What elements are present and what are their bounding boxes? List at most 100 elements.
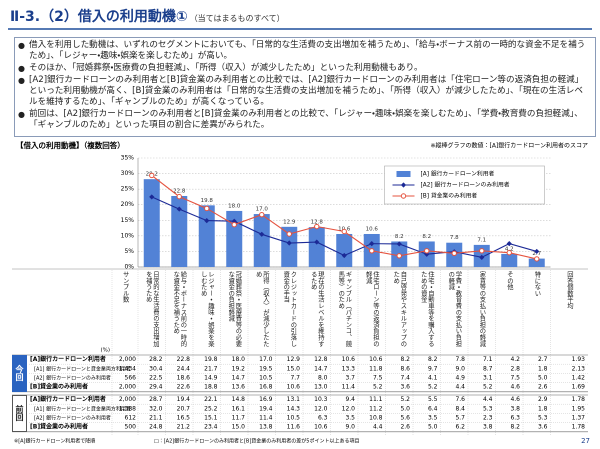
- table-value: 12.8: [314, 356, 328, 363]
- sample-size: 1,388: [119, 405, 136, 412]
- legend-label: [A2] 銀行カードローンのみ利用者: [421, 181, 510, 189]
- column-header: ギャンブル（パチンコ、競馬等）のため: [331, 271, 359, 351]
- bar-value-label: 8.2: [395, 234, 404, 240]
- table-value: 5.2: [483, 384, 493, 391]
- table-value: 11.4: [259, 415, 273, 422]
- table-value: 10.3: [314, 396, 328, 403]
- table-value: 16.9: [259, 396, 273, 403]
- line-marker: [506, 241, 512, 247]
- table-value: 2.6: [538, 384, 548, 391]
- table-value: 11.7: [232, 415, 246, 422]
- table-value: 20.7: [177, 405, 191, 412]
- column-header-text: 回答個数平均: [565, 271, 573, 309]
- row-label: [A2] 銀行カードローンのみ利用者: [34, 375, 111, 382]
- column-header: その他: [496, 271, 524, 351]
- table-value: 2.8: [510, 365, 520, 372]
- table-value: 24.8: [149, 424, 163, 431]
- column-header: 所得（収入）が減少したため: [248, 271, 276, 351]
- bullet: そのほか、「冠婚葬祭・医療費の負担軽減」、「所得（収入）が減少したため」といった…: [18, 63, 587, 74]
- table-value: 28.2: [149, 356, 163, 363]
- table-value: 10.8: [369, 415, 383, 422]
- column-header: 家賃等の支払い負担の軽減: [468, 271, 496, 351]
- table-value: 4.4: [483, 396, 493, 403]
- table-value: 10.6: [287, 384, 301, 391]
- y-tick-label: 20%: [121, 201, 135, 208]
- title: Ⅱ-3.（2）借入の利用動機①: [10, 9, 188, 25]
- line-marker: [176, 206, 182, 212]
- bar: [198, 205, 215, 267]
- table-value: 13.0: [314, 384, 328, 391]
- line-marker: [451, 250, 457, 256]
- table-value: 19.2: [232, 365, 246, 372]
- y-tick-label: 35%: [121, 155, 135, 162]
- table-value: 15.1: [204, 415, 218, 422]
- table-value: 7.4: [400, 375, 410, 382]
- line-marker: [534, 248, 540, 255]
- line-marker: [341, 228, 347, 235]
- bar-value-label: 18.0: [228, 203, 241, 209]
- table-value: 21.2: [177, 424, 191, 431]
- line-marker: [176, 193, 182, 200]
- table-value: 5.2: [400, 396, 410, 403]
- column-header: 住宅・自動車等を購入するための資金: [413, 271, 441, 351]
- column-header-text: 住宅・自動車等を購入するための資金: [419, 271, 434, 347]
- bar: [281, 226, 298, 267]
- column-header-text: 冠婚葬祭・医療費等の必要な資金の負担軽減: [227, 271, 242, 347]
- bar-value-label: 7.8: [450, 235, 459, 241]
- sample-size: 1,434: [119, 365, 136, 372]
- sample-size: 500: [125, 424, 137, 431]
- line-marker: [204, 217, 210, 224]
- table-value: 11.4: [342, 384, 356, 391]
- row-label: [B]貸金業のみ利用者: [30, 383, 88, 391]
- table-value: 18.0: [232, 356, 246, 363]
- average-value: 1.95: [572, 405, 586, 412]
- table-value: 19.4: [177, 396, 191, 403]
- table-value: 5.0: [400, 405, 410, 412]
- line-marker: [314, 239, 320, 245]
- table-value: 6.4: [428, 405, 438, 412]
- bar-value-label: 12.8: [311, 220, 324, 226]
- line-marker: [396, 241, 402, 247]
- column-header: レジャー・趣味・娯楽を楽しむため: [193, 271, 221, 351]
- column-header-text: 住宅ローン等の返済負担の軽減: [364, 271, 379, 347]
- line-marker: [506, 249, 512, 256]
- bar: [528, 258, 545, 267]
- table-value: 16.5: [177, 415, 191, 422]
- line-marker: [259, 211, 265, 218]
- average-value: 1.69: [572, 384, 586, 391]
- y-tick-label: 30%: [121, 170, 135, 177]
- table-value: 10.5: [287, 415, 301, 422]
- legend-label: [B] 貸金業のみ利用者: [421, 192, 478, 200]
- subtitle: （当てはまるものすべて）: [189, 14, 285, 23]
- line-marker: [479, 254, 485, 260]
- column-header: 自己啓発やスキルアップのため: [386, 271, 414, 351]
- column-header-text: 学費・教育費の支払い負担の軽減: [447, 271, 462, 347]
- table-value: 5.5: [428, 396, 438, 403]
- table-value: 4.2: [510, 356, 520, 363]
- table-value: 11.8: [369, 365, 383, 372]
- table-value: 5.0: [538, 375, 548, 382]
- table-value: 6.3: [318, 415, 328, 422]
- bar: [143, 179, 160, 267]
- table-value: 16.8: [259, 384, 273, 391]
- column-header-text: ギャンブル（パチンコ、競馬等）のため: [337, 271, 352, 347]
- table-value: 1.8: [538, 405, 548, 412]
- y-tick-label: 0%: [124, 264, 134, 271]
- bar: [253, 214, 270, 267]
- table-value: 18.8: [204, 384, 218, 391]
- average-value: 1.78: [572, 424, 586, 431]
- average-value: 1.93: [572, 356, 586, 363]
- table-value: 7.6: [455, 396, 465, 403]
- bar-value-label: 8.2: [422, 234, 431, 240]
- bar-value-label: 2.7: [532, 251, 541, 257]
- table-value: 25.2: [204, 405, 218, 412]
- legend-marker: [400, 193, 407, 199]
- table-value: 4.4: [373, 424, 383, 431]
- bar-value-label: 10.6: [366, 226, 379, 232]
- row-label: [A1] 銀行カードローンと貸金業両方利用者: [34, 405, 131, 412]
- table-value: 4.6: [510, 384, 520, 391]
- row-label: [A2] 銀行カードローンのみ利用者: [34, 415, 111, 422]
- bullet: [A2]銀行カードローンのみ利用者と[B]貸金業のみ利用者との比較では、[A2]…: [18, 75, 587, 108]
- table-value: 21.7: [204, 365, 218, 372]
